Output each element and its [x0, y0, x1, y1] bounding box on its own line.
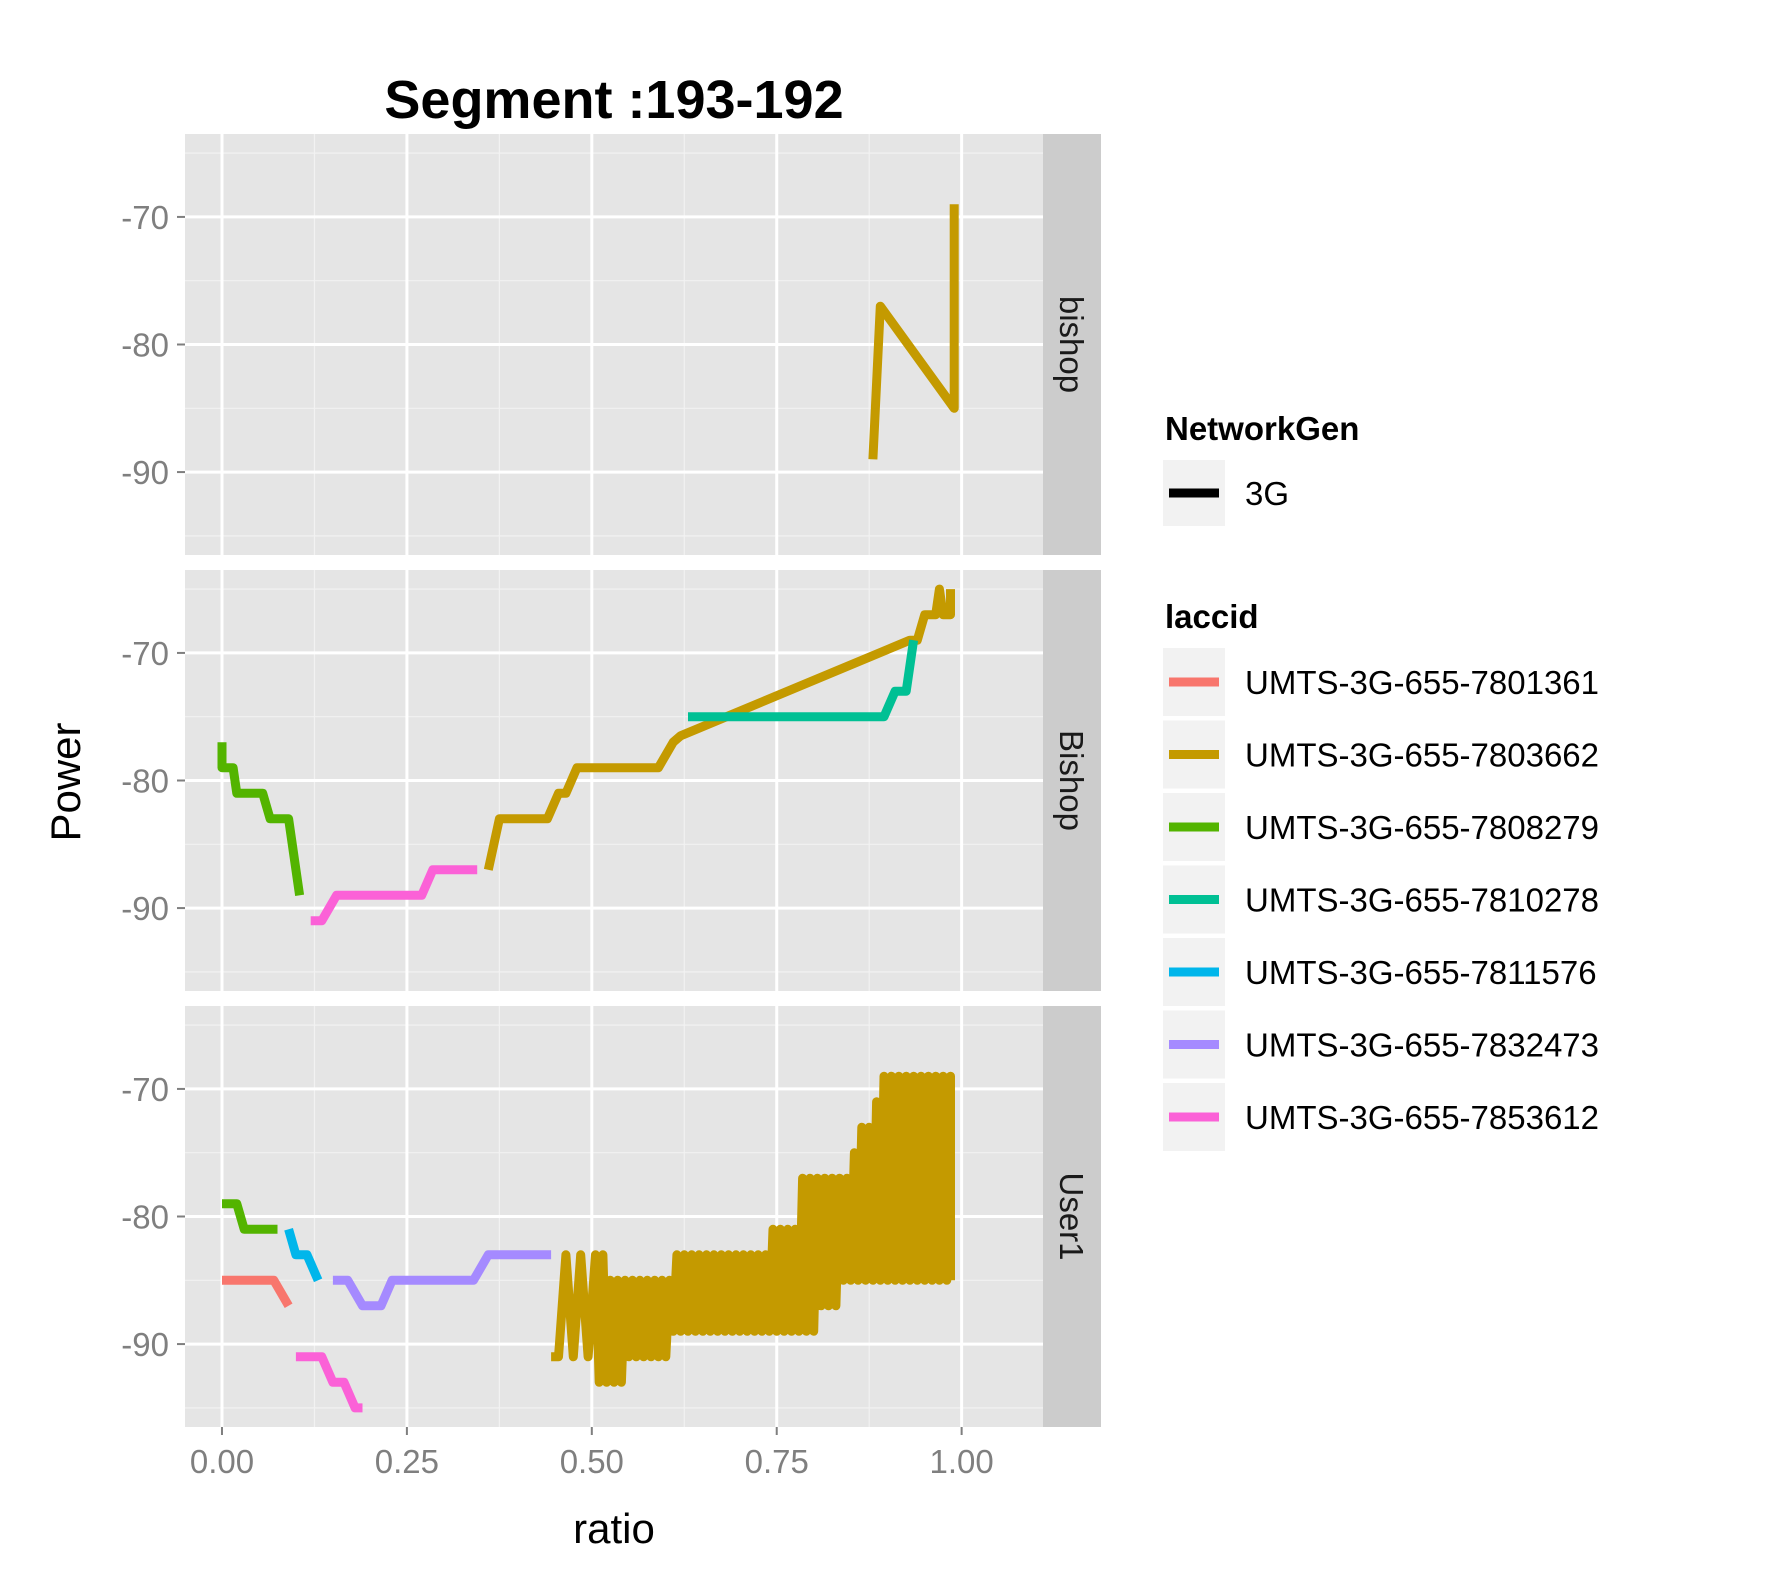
y-tick-label: -90	[121, 1326, 169, 1363]
series-line	[332, 1250, 552, 1311]
x-tick-label: 1.00	[930, 1443, 994, 1480]
x-tick-label: 0.25	[375, 1443, 439, 1480]
legend-label: UMTS-3G-655-7810278	[1245, 882, 1599, 919]
x-axis: 0.00 0.25 0.50 0.75 1.00	[190, 1427, 994, 1480]
x-tick-label: 0.50	[560, 1443, 624, 1480]
y-tick-label: -90	[121, 454, 169, 491]
x-axis-label: ratio	[573, 1505, 655, 1552]
y-tick-label: -90	[121, 890, 169, 927]
series-line	[284, 1228, 323, 1283]
x-tick-label: 0.00	[190, 1443, 254, 1480]
legend-laccid: laccid UMTS-3G-655-7801361 UMTS-3G-655-780…	[1163, 598, 1599, 1151]
series-line	[483, 584, 955, 871]
series-line	[868, 204, 959, 460]
legend-title: NetworkGen	[1165, 410, 1359, 447]
facet-strip-label: bishop	[1053, 296, 1090, 393]
legend-label: 3G	[1245, 475, 1289, 512]
series-line	[222, 1199, 278, 1234]
legend-label: UMTS-3G-655-7801361	[1245, 664, 1599, 701]
series-line	[688, 639, 919, 722]
y-tick-label: -80	[121, 1199, 169, 1236]
legend-label: UMTS-3G-655-7811576	[1245, 954, 1597, 991]
facet-panel-Bishop: -70 -80 -90 Bishop	[121, 570, 1101, 991]
y-axis-label: Power	[42, 722, 89, 841]
y-tick-label: -80	[121, 763, 169, 800]
series-line	[310, 865, 478, 926]
facet-strip	[1043, 570, 1101, 991]
legend-label: UMTS-3G-655-7803662	[1245, 737, 1599, 774]
series-line	[217, 742, 305, 896]
legends: NetworkGen 3G laccid UMTS-3G-655-7801361 UMT…	[1163, 410, 1599, 1151]
facet-panel-User1: -70 -80 -90 User1	[121, 1006, 1101, 1427]
chart-title: Segment :193-192	[384, 70, 843, 130]
facet-panel-bishop: -70 -80 -90 bishop	[121, 134, 1101, 555]
x-tick-label: 0.75	[745, 1443, 809, 1480]
facet-strip	[1043, 134, 1101, 555]
legend-label: UMTS-3G-655-7808279	[1245, 809, 1599, 846]
series-line	[222, 1275, 293, 1309]
legend-networkgen: NetworkGen 3G	[1163, 410, 1359, 526]
y-tick-label: -70	[121, 635, 169, 672]
series-line	[295, 1352, 363, 1413]
y-tick-label: -70	[121, 199, 169, 236]
legend-title: laccid	[1165, 598, 1259, 635]
y-tick-label: -80	[121, 327, 169, 364]
legend-label: UMTS-3G-655-7853612	[1245, 1099, 1599, 1136]
facet-strip-label: Bishop	[1053, 730, 1090, 831]
facet-panels: -70 -80 -90 bishop -70 -80 -90 Bishop -70 -80 -90 U…	[121, 134, 1101, 1427]
y-tick-label: -70	[121, 1071, 169, 1108]
series-line	[551, 1071, 955, 1387]
facet-strip-label: User1	[1053, 1172, 1090, 1260]
legend-label: UMTS-3G-655-7832473	[1245, 1027, 1599, 1064]
facet-strip	[1043, 1006, 1101, 1427]
